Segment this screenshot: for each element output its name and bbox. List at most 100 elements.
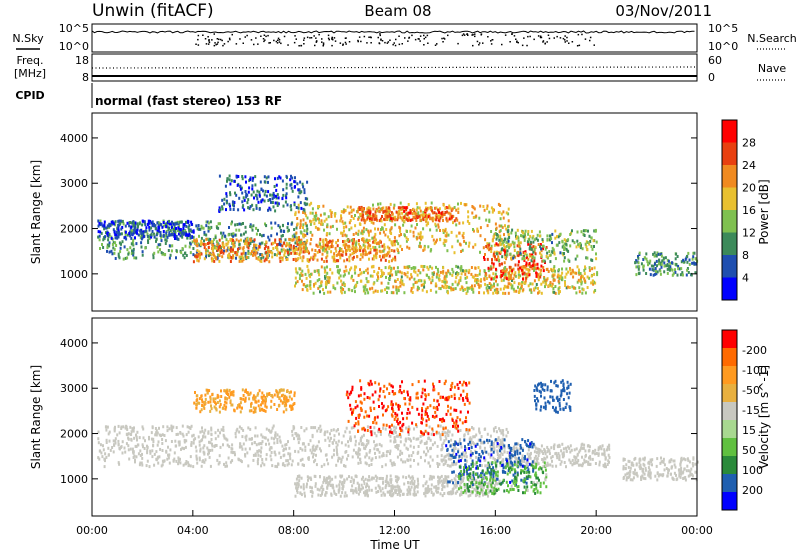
data-cell <box>494 483 496 487</box>
data-cell <box>450 457 453 461</box>
data-cell <box>382 210 385 214</box>
data-cell <box>522 277 524 281</box>
data-cell <box>205 224 208 228</box>
data-cell <box>299 180 302 184</box>
data-cell <box>509 243 512 247</box>
data-cell <box>172 229 175 233</box>
data-cell <box>488 218 491 222</box>
data-cell <box>298 277 301 281</box>
data-cell <box>485 286 488 290</box>
data-cell <box>282 204 285 208</box>
data-cell <box>391 219 394 223</box>
data-cell <box>310 426 313 430</box>
data-cell <box>368 233 370 237</box>
data-cell <box>495 275 498 279</box>
data-cell <box>520 234 522 238</box>
data-cell <box>247 198 250 202</box>
data-cell <box>365 269 368 273</box>
data-cell <box>537 286 539 290</box>
data-cell <box>476 227 479 231</box>
data-cell <box>364 489 367 493</box>
nave-label: Nave <box>758 62 786 75</box>
data-cell <box>348 244 350 248</box>
data-cell <box>312 291 315 295</box>
data-cell <box>538 290 541 294</box>
data-cell <box>218 206 221 210</box>
data-cell <box>304 272 307 276</box>
data-cell <box>151 455 154 459</box>
data-cell <box>393 203 396 207</box>
data-cell <box>425 452 428 456</box>
data-cell <box>573 286 576 290</box>
data-cell <box>310 220 313 224</box>
data-cell <box>231 443 234 447</box>
data-cell <box>357 207 360 211</box>
data-cell <box>129 234 132 238</box>
data-cell <box>504 250 506 254</box>
data-cell <box>355 265 358 269</box>
data-cell <box>162 425 165 429</box>
data-cell <box>382 426 385 430</box>
data-cell <box>324 276 327 280</box>
data-cell <box>325 280 327 284</box>
data-cell <box>156 229 159 233</box>
nsearch-point <box>342 44 344 46</box>
data-cell <box>529 265 532 269</box>
data-cell <box>210 426 213 430</box>
data-cell <box>486 207 489 211</box>
data-cell <box>591 267 594 271</box>
data-cell <box>333 252 336 256</box>
data-cell <box>429 206 432 209</box>
data-cell <box>410 454 413 458</box>
data-cell <box>214 431 217 435</box>
data-cell <box>326 223 329 227</box>
data-cell <box>503 252 506 256</box>
data-cell <box>192 235 195 239</box>
data-cell <box>318 278 321 281</box>
data-cell <box>478 291 481 295</box>
data-cell <box>517 275 520 279</box>
data-cell <box>254 183 257 187</box>
data-cell <box>384 233 387 237</box>
data-cell <box>517 241 520 245</box>
colorbar-swatch <box>722 232 737 255</box>
data-cell <box>431 275 434 279</box>
data-cell <box>413 488 416 492</box>
data-cell <box>276 248 279 252</box>
data-cell <box>502 278 505 282</box>
data-cell <box>431 266 434 270</box>
data-cell <box>648 267 651 271</box>
data-cell <box>161 438 164 441</box>
data-cell <box>393 437 396 441</box>
data-cell <box>353 268 356 272</box>
data-cell <box>274 240 277 244</box>
data-cell <box>669 265 672 269</box>
data-cell <box>335 249 338 253</box>
data-cell <box>110 236 113 240</box>
data-cell <box>256 197 259 201</box>
data-cell <box>204 248 207 251</box>
data-cell <box>187 225 190 229</box>
data-cell <box>202 242 205 246</box>
data-cell <box>303 191 306 195</box>
data-cell <box>117 424 120 428</box>
data-cell <box>291 459 294 463</box>
colorbar-swatch <box>722 187 737 210</box>
data-cell <box>323 212 326 216</box>
data-cell <box>235 238 238 242</box>
data-cell <box>147 235 150 239</box>
nsearch-point <box>564 35 566 37</box>
nsearch-point <box>250 39 253 41</box>
data-cell <box>527 232 530 236</box>
data-cell <box>522 266 525 270</box>
data-cell <box>504 245 507 249</box>
data-cell <box>680 267 683 271</box>
data-cell <box>279 455 282 459</box>
data-cell <box>361 215 364 219</box>
data-cell <box>107 432 110 436</box>
data-cell <box>544 285 546 289</box>
data-cell <box>326 243 329 247</box>
data-cell <box>277 202 280 206</box>
data-cell <box>475 214 478 218</box>
nsearch-point <box>264 39 266 41</box>
